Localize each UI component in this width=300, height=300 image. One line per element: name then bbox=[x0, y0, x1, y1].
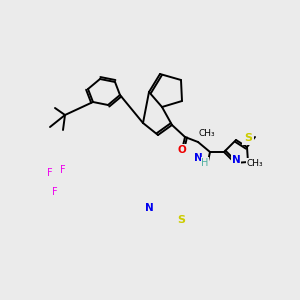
Text: N: N bbox=[232, 155, 240, 165]
Text: O: O bbox=[178, 145, 186, 155]
Text: S: S bbox=[177, 215, 185, 225]
Text: S: S bbox=[244, 133, 252, 143]
Text: F: F bbox=[47, 168, 53, 178]
Text: H: H bbox=[201, 158, 209, 168]
Text: F: F bbox=[60, 165, 66, 175]
Text: N: N bbox=[194, 153, 202, 163]
Text: CH₃: CH₃ bbox=[199, 130, 215, 139]
Text: F: F bbox=[52, 187, 58, 197]
Text: N: N bbox=[145, 203, 153, 213]
Text: CH₃: CH₃ bbox=[247, 158, 263, 167]
